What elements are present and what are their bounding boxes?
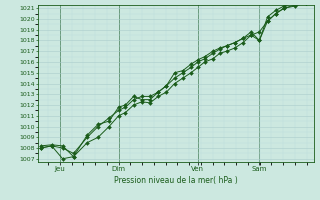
X-axis label: Pression niveau de la mer( hPa ): Pression niveau de la mer( hPa ) [114,176,238,185]
